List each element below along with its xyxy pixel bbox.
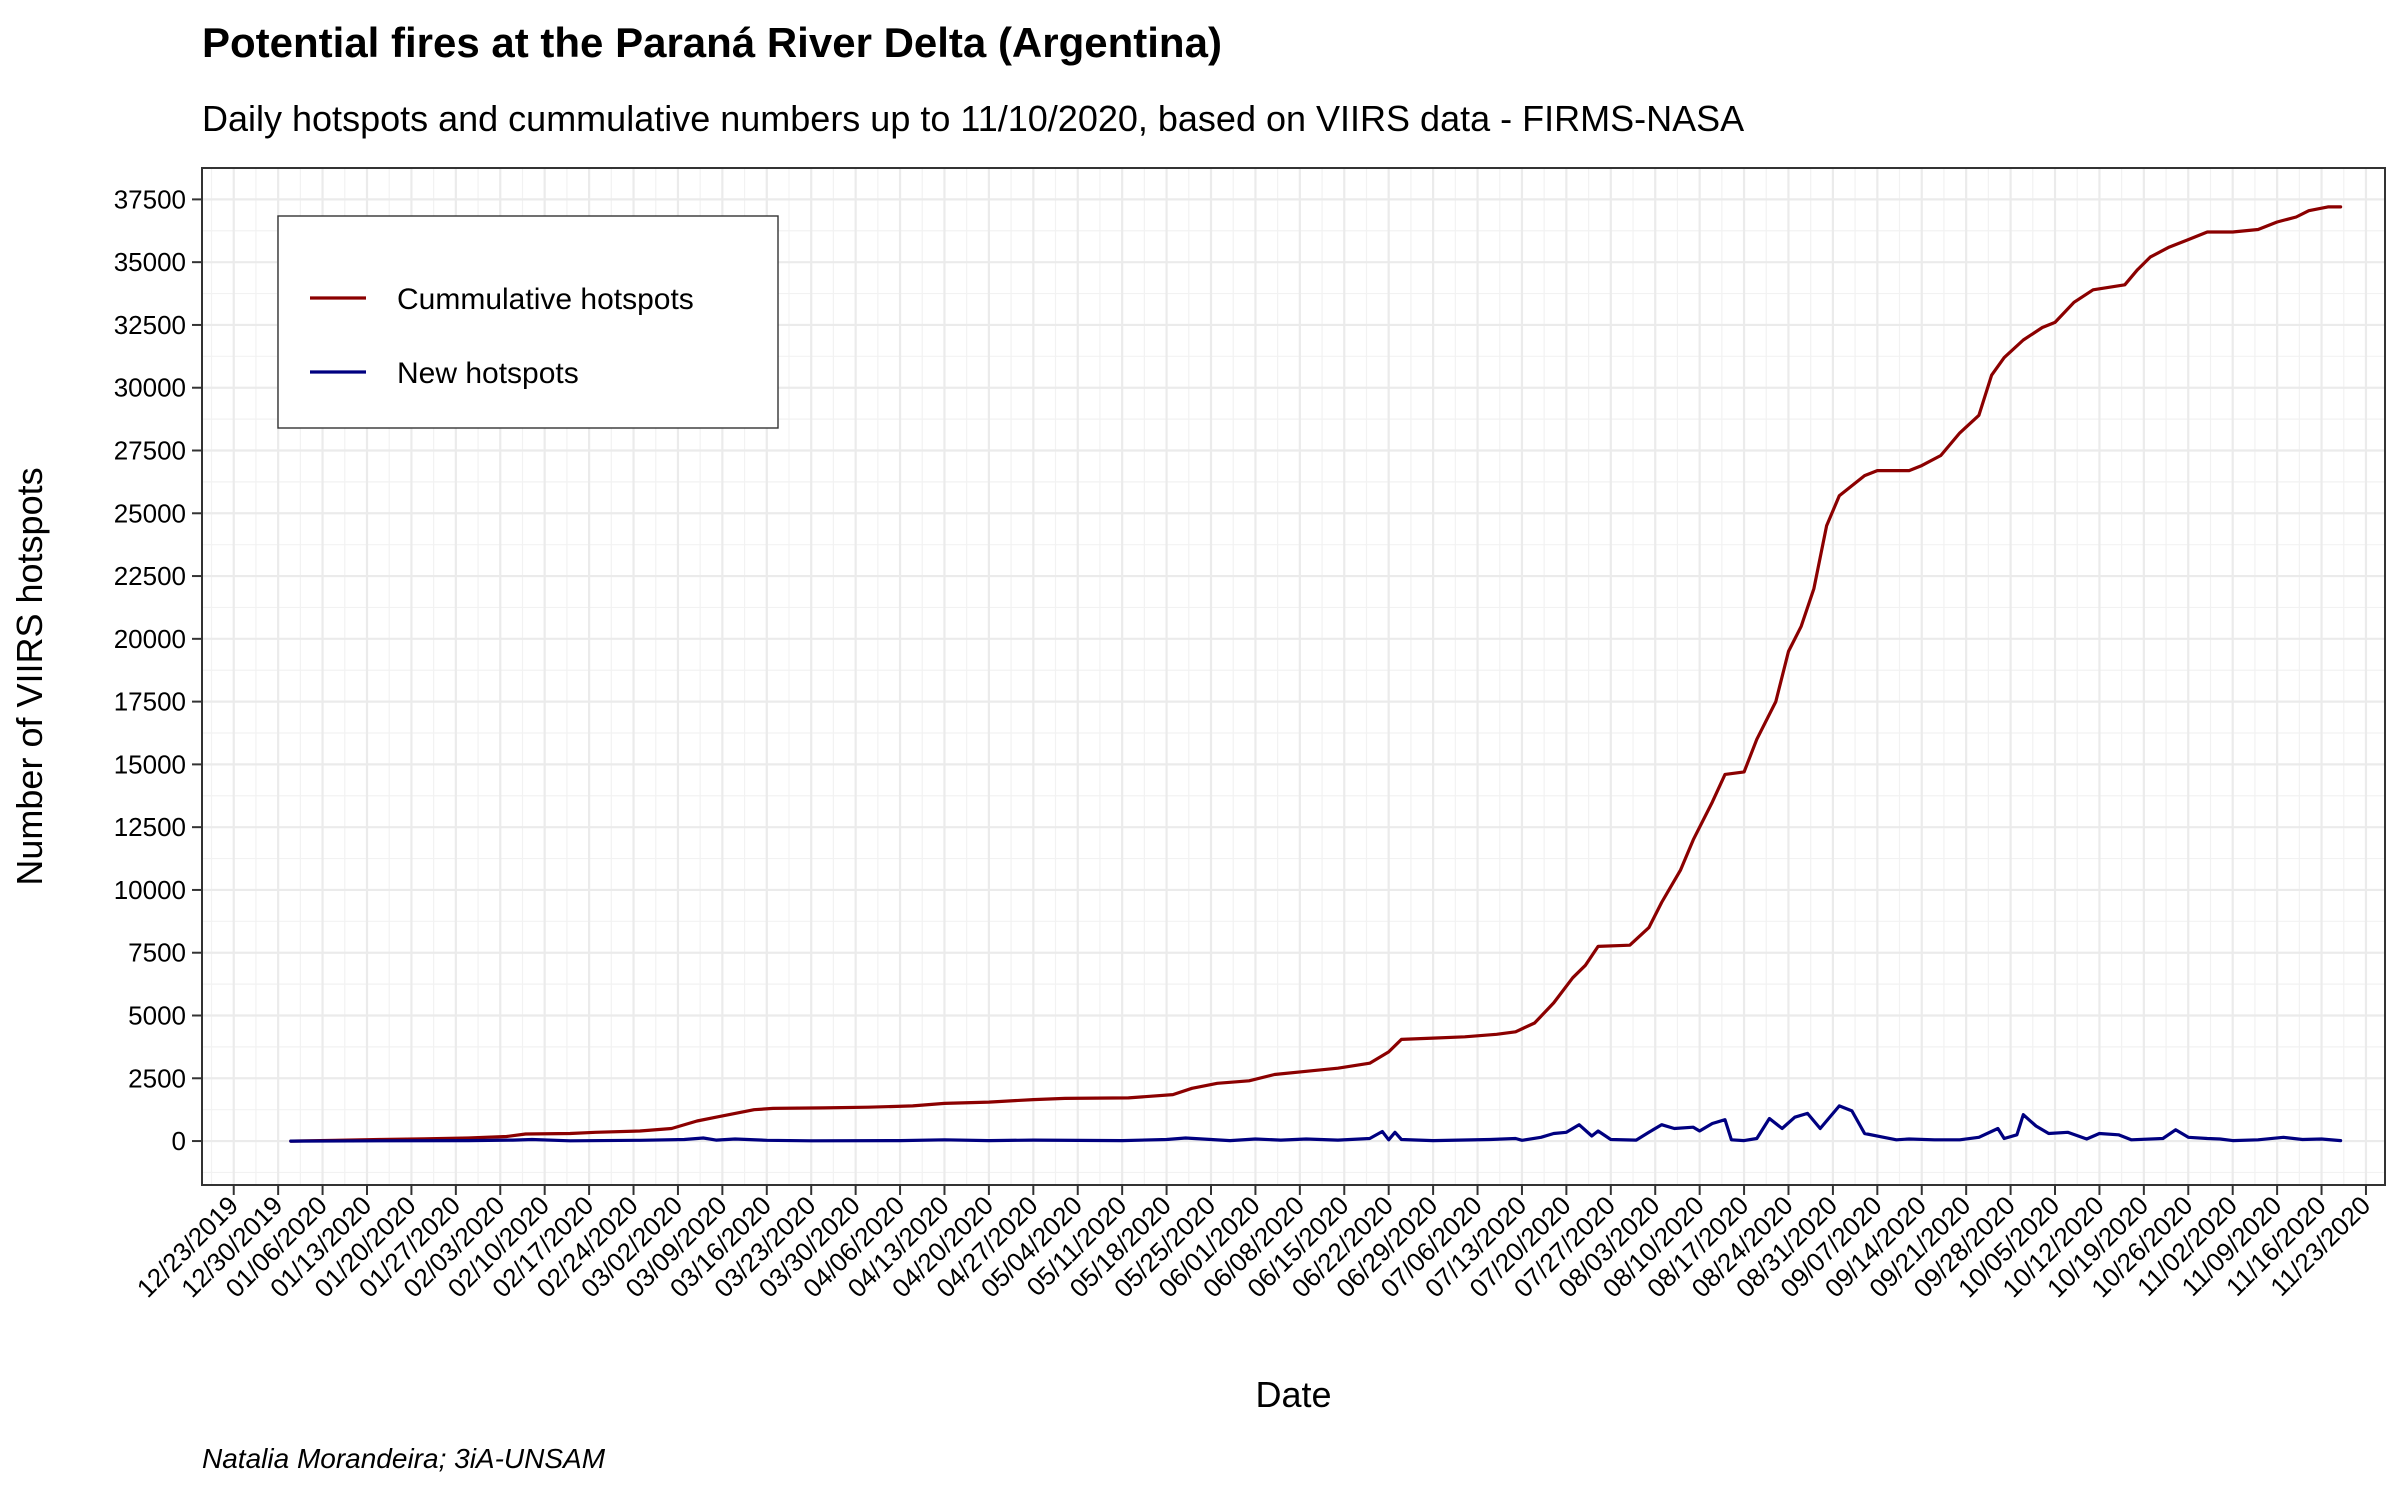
y-tick-label: 17500	[114, 687, 186, 717]
y-tick-label: 25000	[114, 498, 186, 528]
y-tick-label: 30000	[114, 373, 186, 403]
chart-title: Potential fires at the Paraná River Delt…	[202, 19, 1222, 66]
y-tick-label: 12500	[114, 812, 186, 842]
y-tick-label: 35000	[114, 247, 186, 277]
y-tick-label: 2500	[128, 1063, 186, 1093]
y-tick-label: 0	[172, 1126, 186, 1156]
series-line-cummulative-hotspots	[289, 205, 2343, 1143]
chart-subtitle: Daily hotspots and cummulative numbers u…	[202, 98, 1744, 139]
legend: Cummulative hotspots New hotspots	[277, 215, 779, 429]
legend-label: New hotspots	[397, 357, 579, 390]
legend-box	[277, 215, 779, 429]
plot-border	[201, 167, 2386, 1186]
y-tick-label: 15000	[114, 749, 186, 779]
series-layer	[289, 205, 2343, 1143]
y-tick-label: 32500	[114, 310, 186, 340]
y-tick-label: 37500	[114, 184, 186, 214]
x-axis-title: Date	[1255, 1374, 1331, 1415]
y-axis: 0 2500 5000 7500 10000 12500 15000 17500 20000 22…	[114, 184, 202, 1156]
y-tick-label: 10000	[114, 875, 186, 905]
legend-label: Cummulative hotspots	[397, 283, 694, 316]
y-tick-label: 22500	[114, 561, 186, 591]
grid-major	[202, 168, 2385, 1185]
x-axis: 12/23/201912/30/201901/06/202001/13/2020…	[131, 1185, 2376, 1303]
series-line-new-hotspots	[289, 1104, 2343, 1143]
y-tick-label: 7500	[128, 938, 186, 968]
y-tick-label: 20000	[114, 624, 186, 654]
caption: Natalia Morandeira; 3iA-UNSAM	[202, 1443, 606, 1474]
y-tick-label: 27500	[114, 436, 186, 466]
y-axis-title: Number of VIIRS hotspots	[9, 467, 50, 885]
y-tick-label: 5000	[128, 1001, 186, 1031]
